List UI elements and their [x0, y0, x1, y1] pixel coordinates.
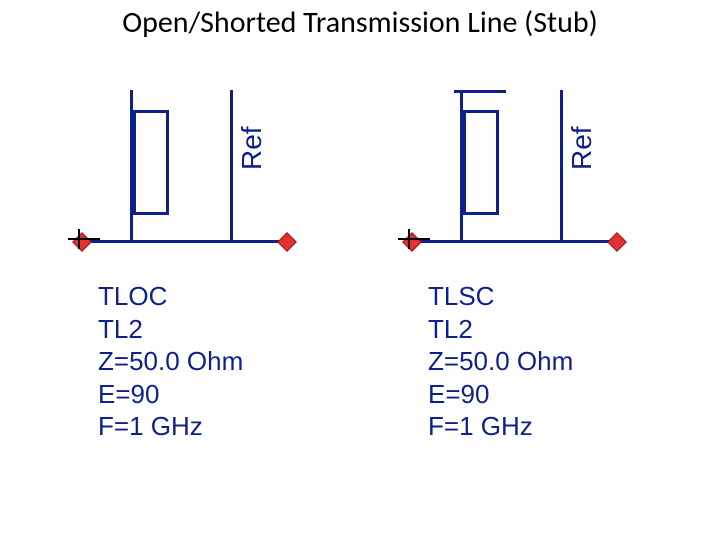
param-name: TLOC: [98, 280, 243, 313]
port-node-left: [402, 232, 422, 252]
tlsc-schematic: Ref: [410, 90, 690, 270]
tloc-params: TLOC TL2 Z=50.0 Ohm E=90 F=1 GHz: [98, 280, 243, 443]
param-name: TLSC: [428, 280, 573, 313]
tloc-panel: Ref TLOC TL2 Z=50.0 Ohm E=90 F=1 GHz: [80, 90, 380, 520]
tloc-schematic: Ref: [80, 90, 360, 270]
param-e: E=90: [98, 378, 243, 411]
ref-label: Ref: [566, 126, 598, 170]
param-e: E=90: [428, 378, 573, 411]
param-z: Z=50.0 Ohm: [428, 345, 573, 378]
param-inst: TL2: [98, 313, 243, 346]
stub-body: [133, 110, 169, 215]
stub-body: [463, 110, 499, 215]
wire-baseline: [410, 240, 620, 243]
param-inst: TL2: [428, 313, 573, 346]
wire-ref: [230, 90, 233, 240]
param-z: Z=50.0 Ohm: [98, 345, 243, 378]
param-f: F=1 GHz: [428, 410, 573, 443]
ref-label: Ref: [236, 126, 268, 170]
wire-ref: [560, 90, 563, 240]
page-title: Open/Shorted Transmission Line (Stub): [0, 6, 720, 41]
port-node-right: [607, 232, 627, 252]
port-tick-v: [78, 229, 80, 249]
port-node-right: [277, 232, 297, 252]
port-node-left: [72, 232, 92, 252]
tlsc-params: TLSC TL2 Z=50.0 Ohm E=90 F=1 GHz: [428, 280, 573, 443]
port-tick-v: [408, 229, 410, 249]
param-f: F=1 GHz: [98, 410, 243, 443]
tlsc-panel: Ref TLSC TL2 Z=50.0 Ohm E=90 F=1 GHz: [410, 90, 710, 520]
port-tick-h: [68, 238, 100, 240]
wire-baseline: [80, 240, 290, 243]
port-tick-h: [398, 238, 430, 240]
